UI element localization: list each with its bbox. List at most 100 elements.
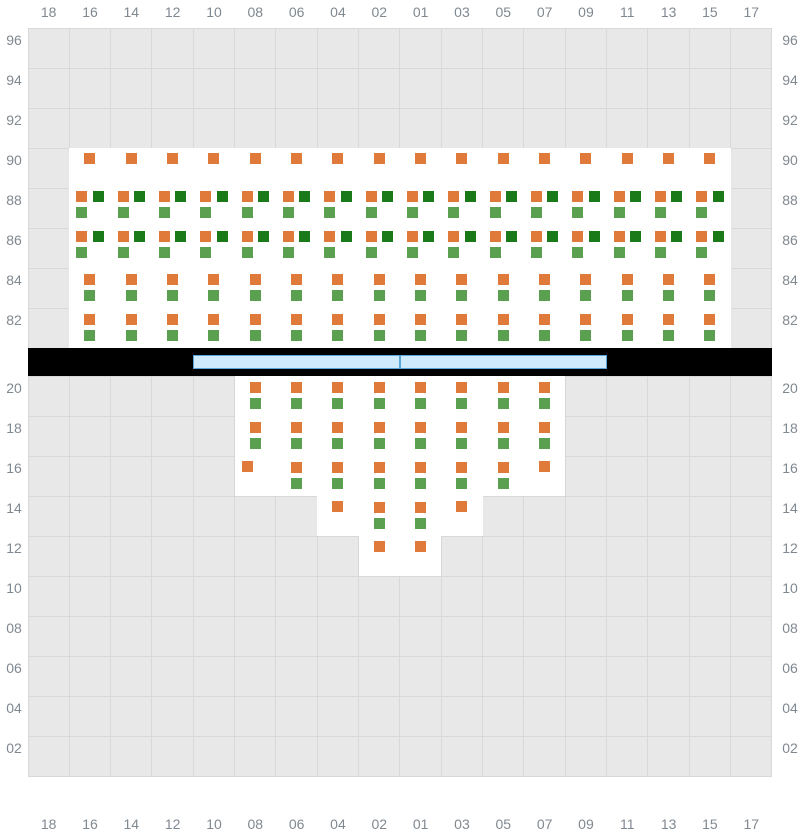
seat-marker: [589, 231, 600, 242]
seat-marker: [407, 191, 418, 202]
seat-marker: [118, 231, 129, 242]
seat-marker: [671, 191, 682, 202]
seat-marker: [415, 153, 426, 164]
seat-marker: [324, 231, 335, 242]
y-axis-label-right: 08: [770, 620, 800, 636]
seat-marker: [374, 274, 385, 285]
seat-marker: [374, 330, 385, 341]
seat-marker: [531, 207, 542, 218]
seat-marker: [374, 314, 385, 325]
seat-marker: [539, 274, 550, 285]
seat-marker: [704, 330, 715, 341]
seat-marker: [84, 330, 95, 341]
seat-marker: [291, 438, 302, 449]
seat-marker: [299, 231, 310, 242]
seat-marker: [159, 231, 170, 242]
seat-marker: [539, 422, 550, 433]
seat-marker: [366, 231, 377, 242]
seat-marker: [324, 247, 335, 258]
seat-marker: [159, 247, 170, 258]
y-axis-label-right: 82: [770, 312, 800, 328]
seat-marker: [159, 207, 170, 218]
seat-marker: [423, 191, 434, 202]
seat-marker: [250, 330, 261, 341]
seat-marker: [506, 231, 517, 242]
seat-marker: [415, 422, 426, 433]
seat-marker: [332, 398, 343, 409]
seat-marker: [332, 314, 343, 325]
seat-marker: [572, 207, 583, 218]
seat-marker: [291, 330, 302, 341]
seat-marker: [134, 231, 145, 242]
x-axis-label: 11: [607, 4, 647, 20]
seat-marker: [539, 290, 550, 301]
seat-marker: [167, 314, 178, 325]
seat-marker: [696, 207, 707, 218]
x-axis-label: 18: [29, 4, 69, 20]
seat-marker: [456, 314, 467, 325]
x-axis-label: 10: [194, 816, 234, 832]
y-axis-label-left: 04: [0, 700, 34, 716]
seat-marker: [456, 330, 467, 341]
grid-line: [28, 68, 772, 69]
grid-line: [28, 28, 772, 29]
seat-marker: [374, 462, 385, 473]
seat-marker: [456, 290, 467, 301]
seat-marker: [366, 207, 377, 218]
x-axis-label: 12: [153, 816, 193, 832]
seat-marker: [415, 314, 426, 325]
seating-chart: 1816141210080604020103050709111315179696…: [0, 0, 800, 840]
seat-marker: [498, 314, 509, 325]
seat-marker: [250, 438, 261, 449]
x-axis-label: 02: [359, 816, 399, 832]
seat-marker: [258, 191, 269, 202]
seat-marker: [200, 247, 211, 258]
seat-marker: [506, 191, 517, 202]
seat-marker: [291, 422, 302, 433]
x-axis-label: 11: [607, 816, 647, 832]
seat-marker: [324, 207, 335, 218]
seat-marker: [332, 290, 343, 301]
seat-marker: [118, 191, 129, 202]
y-axis-label-right: 06: [770, 660, 800, 676]
seat-marker: [332, 438, 343, 449]
y-axis-label-right: 84: [770, 272, 800, 288]
seat-marker: [498, 462, 509, 473]
seat-marker: [332, 462, 343, 473]
seat-marker: [167, 330, 178, 341]
seat-marker: [374, 541, 385, 552]
seat-marker: [622, 314, 633, 325]
seat-marker: [655, 231, 666, 242]
seat-marker: [167, 274, 178, 285]
seat-marker: [374, 518, 385, 529]
x-axis-label: 04: [318, 4, 358, 20]
seat-marker: [572, 191, 583, 202]
seat-marker: [250, 422, 261, 433]
y-axis-label-left: 18: [0, 420, 34, 436]
grid-line: [28, 656, 772, 657]
seat-marker: [539, 382, 550, 393]
seat-marker: [283, 247, 294, 258]
seat-marker: [663, 153, 674, 164]
seat-marker: [498, 274, 509, 285]
seat-marker: [374, 502, 385, 513]
x-axis-label: 08: [235, 4, 275, 20]
x-axis-label: 18: [29, 816, 69, 832]
seat-marker: [415, 274, 426, 285]
y-axis-label-left: 90: [0, 152, 34, 168]
seat-marker: [539, 330, 550, 341]
x-axis-label: 02: [359, 4, 399, 20]
x-axis-label: 06: [277, 4, 317, 20]
seat-marker: [663, 274, 674, 285]
seat-marker: [456, 438, 467, 449]
seat-marker: [291, 478, 302, 489]
seat-marker: [498, 398, 509, 409]
seat-marker: [126, 153, 137, 164]
seat-marker: [589, 191, 600, 202]
seat-marker: [539, 438, 550, 449]
seat-marker: [539, 314, 550, 325]
x-axis-label: 03: [442, 816, 482, 832]
seat-marker: [332, 274, 343, 285]
seat-marker: [374, 382, 385, 393]
x-axis-label: 12: [153, 4, 193, 20]
